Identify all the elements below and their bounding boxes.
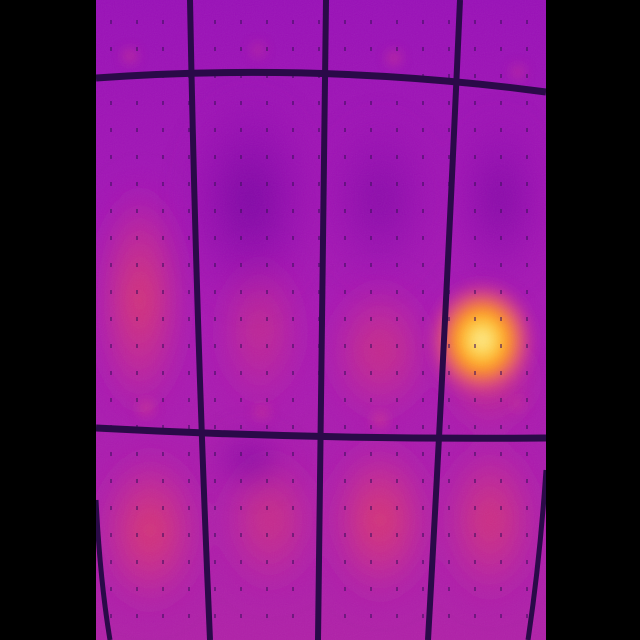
thermal-frame <box>96 0 546 640</box>
panel-frames <box>96 0 546 640</box>
